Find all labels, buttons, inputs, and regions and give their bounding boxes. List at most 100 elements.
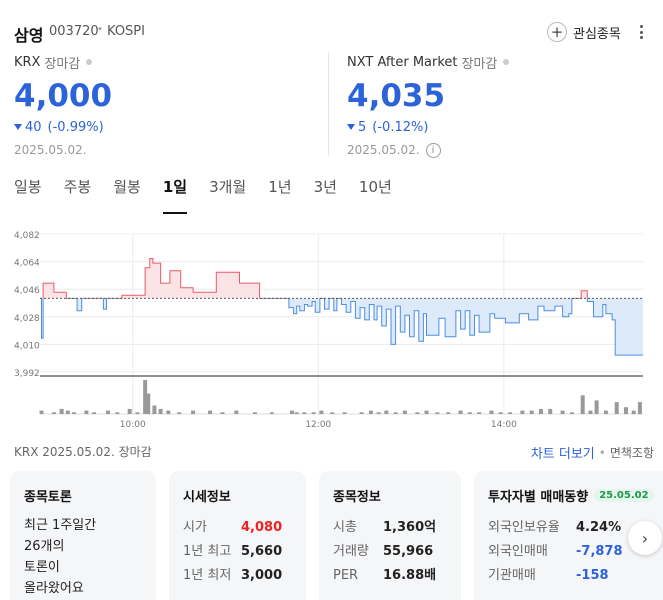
forum-text-line: 올라왔어요 [24, 581, 84, 596]
down-arrow-icon [347, 124, 355, 130]
add-favorite-button[interactable]: + 관심종목 [547, 21, 621, 43]
volume-bar [393, 412, 398, 414]
x-tick-label: 10:00 [120, 420, 146, 430]
volume-bar [311, 412, 316, 414]
nxt-price: 4,035 [347, 78, 446, 114]
y-tick-label: 4,064 [14, 259, 40, 269]
market-cap-label: 시총 [333, 519, 357, 535]
volume-bar [330, 412, 335, 414]
nxt-market-label: NXT After Market [347, 54, 458, 70]
intraday-chart[interactable]: 4,082 4,064 4,046 4,028 4,010 3,992 10:00 12:00… [0, 222, 663, 434]
volume-bar [458, 410, 463, 414]
volume-bar [489, 410, 494, 414]
volume-bar [580, 395, 585, 414]
volume-bar [158, 408, 163, 414]
market-cap-value: 1,360억 [383, 519, 437, 535]
summary-cards: 종목토론 최근 1주일간 26개의 토론이 올라왔어요 시세정보 시가 4,080… [10, 471, 663, 600]
tab-monthly[interactable]: 월봉 [113, 178, 141, 196]
volume-bar [508, 412, 513, 414]
volume-bar [319, 410, 324, 414]
y-tick-label: 4,046 [14, 286, 40, 296]
tab-10years[interactable]: 10년 [358, 178, 392, 196]
volume-bar [569, 412, 574, 414]
per-value: 16.88배 [383, 567, 437, 583]
krx-price-panel: KRX 장마감 4,000 40 (-0.99%) 2025.05.02. [14, 52, 314, 162]
volume-bar [65, 410, 70, 414]
nxt-status: 장마감 [461, 56, 498, 72]
nxt-change-pct: (-0.12%) [372, 119, 429, 135]
volume-bar [529, 410, 534, 414]
volume-bar [402, 410, 407, 414]
volume-bar [143, 380, 148, 414]
disclaimer-link[interactable]: 면책조항 [609, 446, 654, 460]
krx-status: 장마감 [44, 56, 81, 72]
price-area-down [41, 298, 643, 356]
info-icon[interactable]: i [425, 142, 441, 158]
volume-bar [520, 410, 525, 414]
volume-value: 55,966 [383, 543, 434, 559]
tab-weekly[interactable]: 주봉 [63, 178, 92, 196]
volume-bar [359, 412, 364, 414]
separator-dot: • [97, 24, 103, 35]
krx-change-pct: (-0.99%) [47, 119, 104, 135]
more-options-icon[interactable] [634, 22, 648, 42]
volume-bar [548, 408, 553, 414]
institution-trade-value: -158 [576, 567, 609, 583]
stock-market: KOSPI [107, 24, 145, 39]
forum-text-line: 토론이 [24, 560, 60, 575]
stock-info-title: 종목정보 [333, 489, 381, 505]
per-label: PER [333, 567, 359, 583]
volume-bar [39, 410, 44, 414]
price-line-down [40, 298, 643, 356]
foreign-ownership-label: 외국인보유율 [488, 519, 560, 535]
chart-info-line: KRX 2025.05.02. 장마감 차트 더보기 • 면책조항 [14, 445, 654, 462]
tab-1day[interactable]: 1일 [162, 176, 188, 214]
volume-bar [467, 412, 472, 414]
tab-1year[interactable]: 1년 [268, 178, 292, 196]
volume-bar [152, 405, 157, 414]
volume-label: 거래량 [333, 543, 369, 559]
volume-bar [166, 410, 171, 414]
status-dot-icon [86, 59, 93, 65]
volume-bar [342, 412, 347, 414]
nxt-date: 2025.05.02. [347, 143, 420, 157]
investor-card[interactable]: 투자자별 매매동향 25.05.02 외국인보유율 4.24% 외국인매매 -7,8… [474, 471, 663, 600]
volume-bar [603, 410, 608, 414]
volume-bar [302, 412, 307, 414]
chevron-right-icon: › [641, 528, 649, 548]
nxt-price-panel: NXT After Market 장마감 4,035 5 (-0.12%) 20… [347, 52, 647, 162]
volume-bar [92, 412, 97, 414]
x-tick-label: 12:00 [305, 420, 331, 430]
investor-card-title: 투자자별 매매동향 [488, 489, 589, 505]
krx-price: 4,000 [14, 78, 113, 114]
forum-text-line: 26개의 [24, 539, 65, 554]
investor-date-badge: 25.05.02 [594, 488, 654, 502]
chart-source-date: KRX 2025.05.02. 장마감 [14, 445, 152, 459]
chart-more-link[interactable]: 차트 더보기 [530, 447, 595, 462]
volume-bar [623, 407, 628, 414]
y-tick-label: 4,082 [14, 231, 40, 241]
volume-bar [560, 410, 565, 414]
forum-card[interactable]: 종목토론 최근 1주일간 26개의 토론이 올라왔어요 [10, 471, 156, 600]
x-tick-label: 14:00 [491, 420, 517, 430]
market-info-card[interactable]: 시세정보 시가 4,080 1년 최고 5,660 1년 최저 3,000 [169, 471, 306, 600]
volume-bar [415, 412, 420, 414]
stock-info-card[interactable]: 종목정보 시총 1,360억 거래량 55,966 PER 16.88배 [319, 471, 461, 600]
volume-bar [435, 412, 440, 414]
tab-3years[interactable]: 3년 [313, 178, 337, 196]
open-price-label: 시가 [183, 519, 207, 535]
volume-bar [191, 410, 196, 414]
forum-text-line: 최근 1주일간 [24, 518, 97, 533]
tab-3months[interactable]: 3개월 [209, 178, 247, 196]
y-tick-label: 3,992 [14, 369, 40, 379]
volume-bar [220, 412, 225, 414]
tab-daily[interactable]: 일봉 [14, 178, 42, 196]
volume-bar [614, 402, 619, 414]
year-low-label: 1년 최저 [183, 567, 232, 583]
volume-bar [368, 410, 373, 414]
plus-icon: + [547, 22, 567, 42]
volume-bar [424, 410, 429, 414]
next-cards-button[interactable]: › [628, 521, 662, 555]
y-tick-label: 4,028 [14, 314, 40, 324]
nxt-change: 5 [358, 119, 367, 135]
